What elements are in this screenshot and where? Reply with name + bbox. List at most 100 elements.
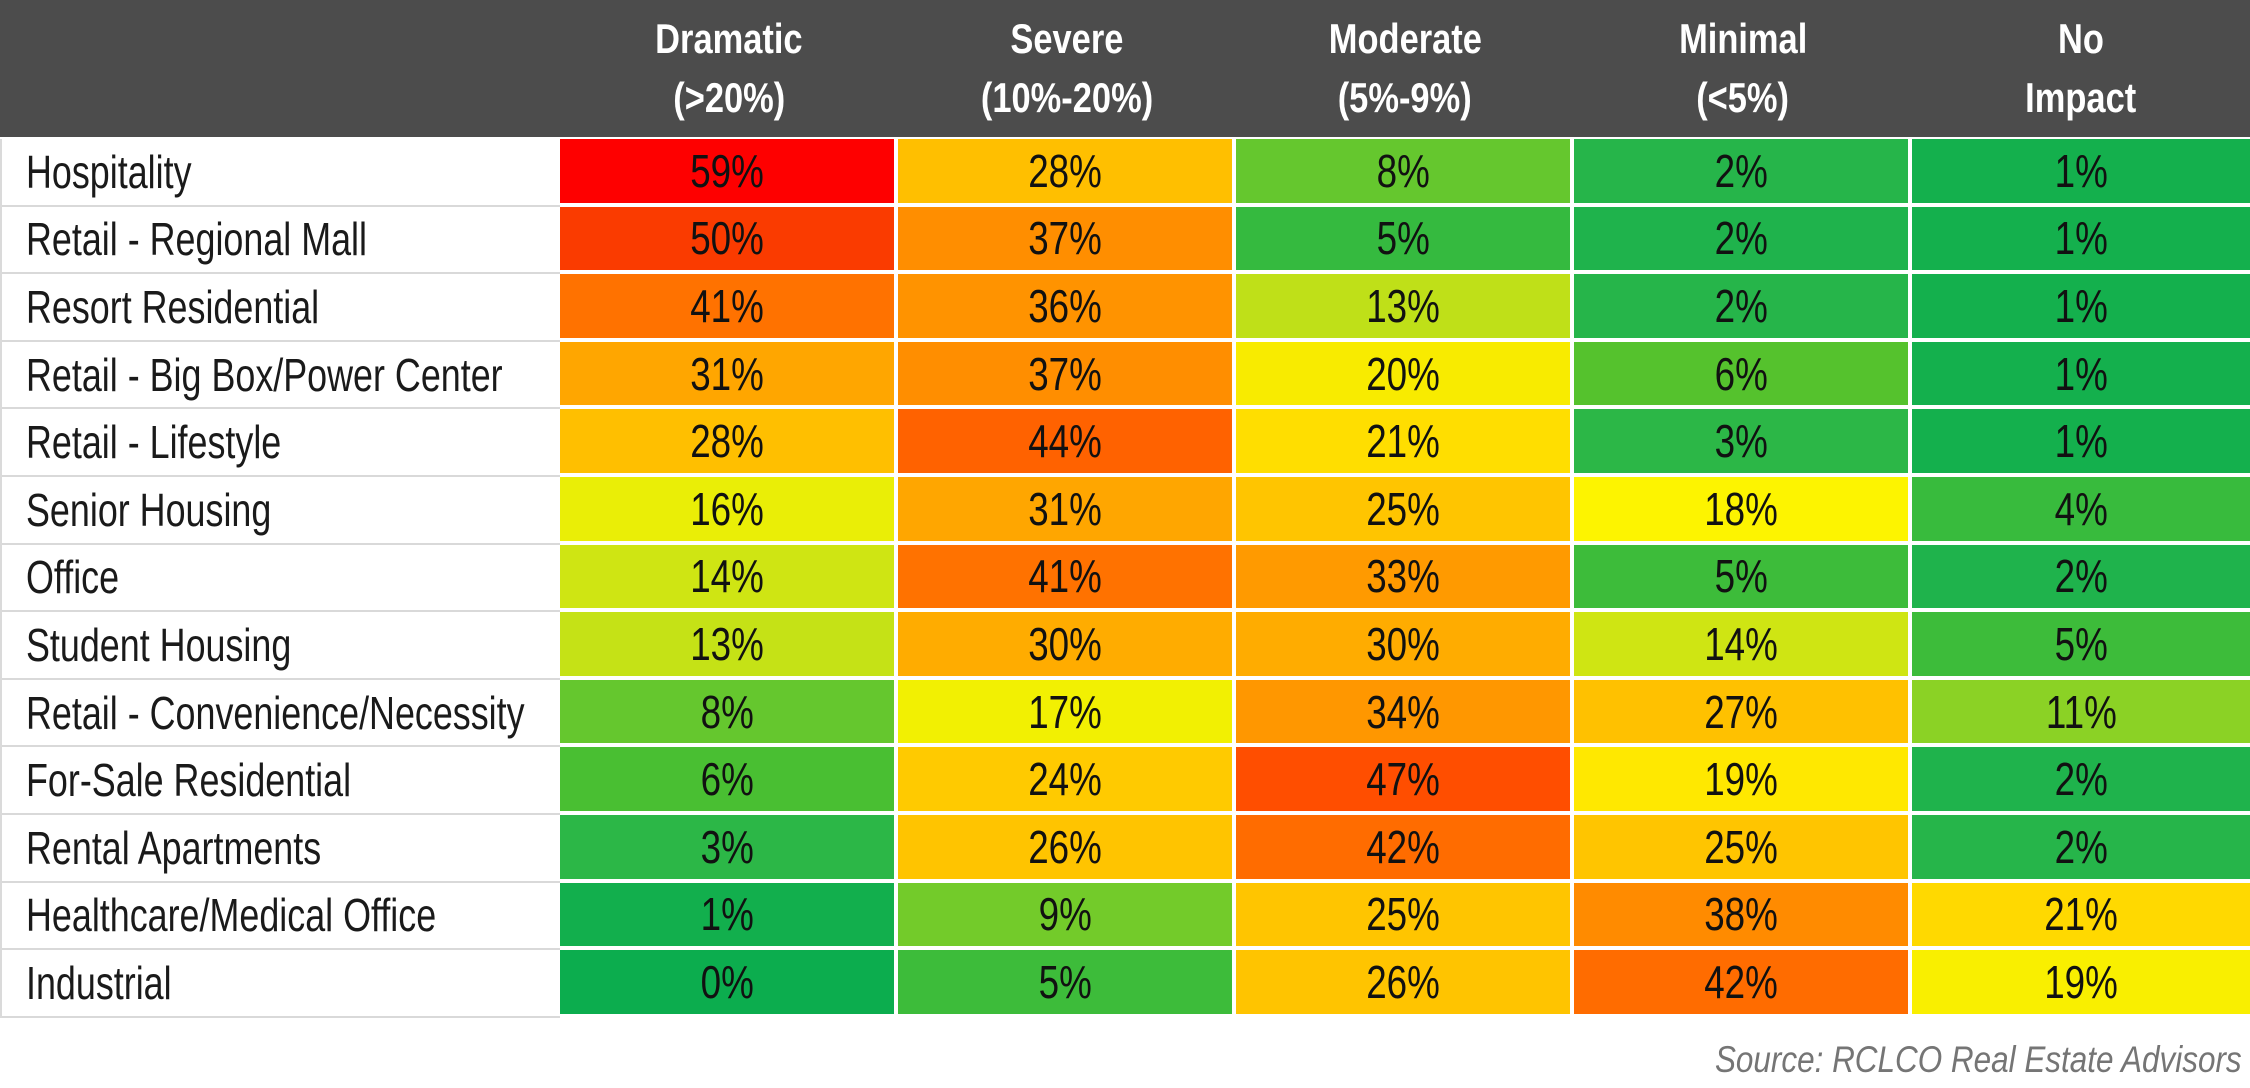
row-label: Hospitality [2, 139, 560, 207]
heatmap-cell: 59% [560, 139, 898, 207]
table-row: Rental Apartments 3% 26% 42% 25% 2% [2, 814, 2250, 883]
table-row: Industrial 0% 5% 26% 42% 19% [2, 950, 2250, 1018]
table-row: For-Sale Residential 6% 24% 47% 19% 2% [2, 747, 2250, 815]
heatmap-cell: 5% [1574, 544, 1912, 613]
heatmap-cell: 5% [1912, 612, 2250, 680]
heatmap-cell: 13% [1236, 274, 1574, 342]
heatmap-cell: 19% [1912, 950, 2250, 1018]
heatmap-cell: 1% [560, 882, 898, 951]
heatmap-cell: 2% [1912, 544, 2250, 613]
heatmap-cell: 21% [1912, 882, 2250, 951]
column-header-range: (<5%) [1696, 74, 1790, 121]
row-label: Retail - Lifestyle [2, 409, 560, 477]
heatmap-cell: 47% [1236, 747, 1574, 815]
heatmap-cell: 24% [898, 747, 1236, 815]
heatmap-cell: 37% [898, 341, 1236, 410]
heatmap-cell: 41% [560, 274, 898, 342]
heatmap-cell: 2% [1912, 814, 2250, 883]
row-label: Industrial [2, 950, 560, 1018]
row-label: For-Sale Residential [2, 747, 560, 815]
table-row: Hospitality 59% 28% 8% 2% 1% [2, 139, 2250, 207]
column-header-range: (>20%) [673, 74, 785, 121]
table-row: Student Housing 13% 30% 30% 14% 5% [2, 612, 2250, 680]
column-header-label: Severe [1010, 15, 1124, 62]
heatmap-cell: 42% [1236, 814, 1574, 883]
heatmap-cell: 14% [560, 544, 898, 613]
row-label: Resort Residential [2, 274, 560, 342]
table-row: Retail - Convenience/Necessity 8% 17% 34% 27… [2, 679, 2250, 748]
row-label: Retail - Convenience/Necessity [2, 679, 560, 748]
row-label: Retail - Big Box/Power Center [2, 341, 560, 410]
heatmap-cell: 25% [1236, 476, 1574, 545]
heatmap-cell: 26% [1236, 950, 1574, 1018]
heatmap-cell: 28% [560, 409, 898, 477]
column-header-range: Impact [2025, 74, 2137, 121]
heatmap-cell: 3% [560, 814, 898, 883]
heatmap-cell: 16% [560, 476, 898, 545]
row-label: Healthcare/Medical Office [2, 882, 560, 951]
column-header-label: Minimal [1678, 15, 1808, 62]
heatmap-cell: 11% [1912, 679, 2250, 748]
heatmap-cell: 25% [1236, 882, 1574, 951]
heatmap-cell: 18% [1574, 476, 1912, 545]
heatmap-cell: 31% [898, 476, 1236, 545]
table-row: Office 14% 41% 33% 5% 2% [2, 544, 2250, 613]
heatmap-cell: 1% [1912, 206, 2250, 275]
heatmap-cell: 1% [1912, 139, 2250, 207]
source-note-text: Source: RCLCO Real Estate Advisors [1715, 1038, 2242, 1080]
heatmap-cell: 2% [1574, 139, 1912, 207]
table-row: Healthcare/Medical Office 1% 9% 25% 38% 21% [2, 882, 2250, 951]
heatmap-cell: 8% [560, 679, 898, 748]
heatmap-cell: 6% [560, 747, 898, 815]
heatmap-cell: 9% [898, 882, 1236, 951]
column-header-no-impact: No Impact [1912, 0, 2250, 137]
heatmap-cell: 0% [560, 950, 898, 1018]
column-header-moderate: Moderate (5%-9%) [1236, 0, 1574, 137]
heatmap-cell: 38% [1574, 882, 1912, 951]
column-header-range: (5%-9%) [1338, 74, 1472, 121]
column-header-label: Dramatic [655, 15, 803, 62]
heatmap-cell: 1% [1912, 274, 2250, 342]
heatmap-cell: 8% [1236, 139, 1574, 207]
column-header-range: (10%-20%) [980, 74, 1154, 121]
heatmap-cell: 6% [1574, 341, 1912, 410]
row-label: Senior Housing [2, 476, 560, 545]
heatmap-cell: 31% [560, 341, 898, 410]
heatmap-cell: 34% [1236, 679, 1574, 748]
header-corner-cell [0, 0, 560, 137]
heatmap-cell: 37% [898, 206, 1236, 275]
heatmap-cell: 2% [1574, 274, 1912, 342]
heatmap-cell: 42% [1574, 950, 1912, 1018]
heatmap-cell: 25% [1574, 814, 1912, 883]
heatmap-cell: 4% [1912, 476, 2250, 545]
heatmap-cell: 44% [898, 409, 1236, 477]
heatmap-cell: 2% [1912, 747, 2250, 815]
column-header-label: Moderate [1328, 15, 1482, 62]
row-label: Office [2, 544, 560, 613]
table-row: Retail - Lifestyle 28% 44% 21% 3% 1% [2, 409, 2250, 477]
table-row: Retail - Big Box/Power Center 31% 37% 20% 6%… [2, 341, 2250, 410]
table-body: Hospitality 59% 28% 8% 2% 1% Retail - Regional… [0, 139, 2250, 1018]
heatmap-cell: 1% [1912, 409, 2250, 477]
source-note: Source: RCLCO Real Estate Advisors [0, 1038, 2250, 1081]
heatmap-cell: 27% [1574, 679, 1912, 748]
row-label: Rental Apartments [2, 814, 560, 883]
heatmap-cell: 14% [1574, 612, 1912, 680]
heatmap-cell: 2% [1574, 206, 1912, 275]
heatmap-cell: 1% [1912, 341, 2250, 410]
heatmap-cell: 17% [898, 679, 1236, 748]
column-header-label: No [2058, 15, 2104, 62]
heatmap-cell: 5% [1236, 206, 1574, 275]
heatmap-cell: 21% [1236, 409, 1574, 477]
table-row: Senior Housing 16% 31% 25% 18% 4% [2, 476, 2250, 545]
column-header-minimal: Minimal (<5%) [1574, 0, 1912, 137]
heatmap-cell: 3% [1574, 409, 1912, 477]
heatmap-cell: 33% [1236, 544, 1574, 613]
heatmap-cell: 50% [560, 206, 898, 275]
heatmap-cell: 28% [898, 139, 1236, 207]
table-header: Dramatic (>20%) Severe (10%-20%) Moderat… [0, 0, 2250, 137]
heatmap-cell: 41% [898, 544, 1236, 613]
heatmap-cell: 36% [898, 274, 1236, 342]
heatmap-cell: 5% [898, 950, 1236, 1018]
